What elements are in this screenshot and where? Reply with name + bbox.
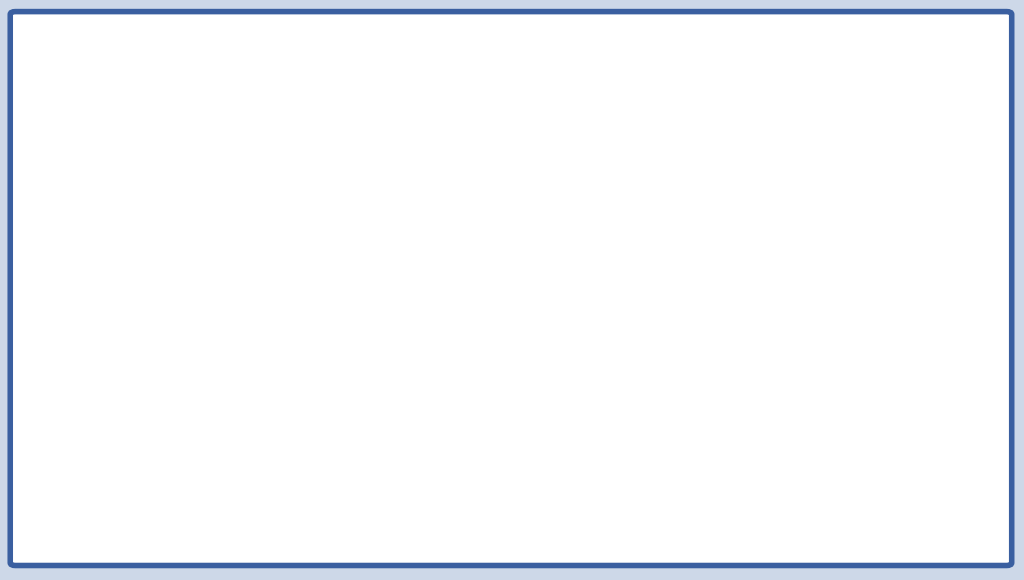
Text: Solve:: Solve: (118, 51, 272, 94)
Text: $\left(\dfrac{1}{4}\right)^{\!x}$: $\left(\dfrac{1}{4}\right)^{\!x}$ (292, 30, 381, 104)
Text: $4 = 2^2$: $4 = 2^2$ (41, 186, 152, 226)
Text: www.mathsathome.com: www.mathsathome.com (854, 557, 1006, 570)
Text: $2^{-2x} = 2^3$: $2^{-2x} = 2^3$ (425, 320, 591, 359)
Text: 2. Equate the exponents: 2. Equate the exponents (41, 356, 483, 387)
Text: © Maths at Home: © Maths at Home (18, 557, 130, 570)
Text: $x = \dfrac{-3}{2}$: $x = \dfrac{-3}{2}$ (415, 459, 542, 532)
Text: $8 = 2^3$: $8 = 2^3$ (681, 186, 792, 226)
Text: 1. Find a common base: 1. Find a common base (41, 115, 458, 146)
Text: $\mathbf{8}$: $\mathbf{8}$ (466, 49, 500, 96)
FancyArrow shape (210, 194, 276, 218)
Text: $(2^{-2})^x = 2^3$: $(2^{-2})^x = 2^3$ (415, 251, 611, 295)
Text: $=$: $=$ (425, 51, 468, 94)
Text: MATHS: MATHS (40, 65, 84, 75)
Circle shape (22, 31, 102, 111)
Text: at home: at home (45, 83, 79, 92)
Text: $-2x = 3$: $-2x = 3$ (430, 397, 577, 433)
Text: $\dfrac{1}{4} = 2^{-2}$: $\dfrac{1}{4} = 2^{-2}$ (312, 166, 439, 234)
